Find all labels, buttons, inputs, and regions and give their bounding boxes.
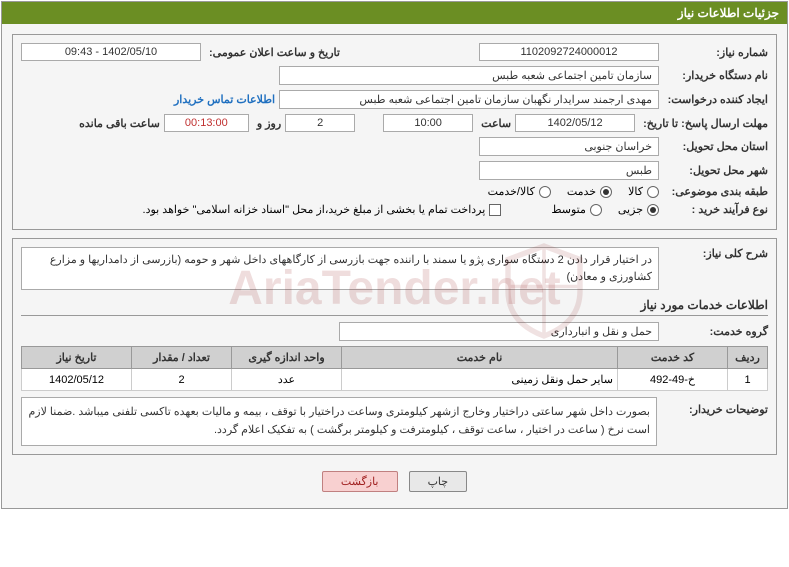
main-info-fieldset: شماره نیاز: 1102092724000012 تاریخ و ساع… (12, 34, 777, 230)
buyer-contact-link[interactable]: اطلاعات تماس خریدار (174, 93, 275, 106)
radio-service[interactable]: خدمت (567, 185, 612, 198)
radio-goods-service-icon (539, 186, 551, 198)
cell-code: خ-49-492 (618, 369, 728, 391)
deadline-date-value: 1402/05/12 (515, 114, 635, 132)
city-value: طبس (479, 161, 659, 180)
days-count-value: 2 (285, 114, 355, 132)
col-qty: تعداد / مقدار (132, 347, 232, 369)
process-type-label: نوع فرآیند خرید : (663, 203, 768, 216)
print-button[interactable]: چاپ (409, 471, 468, 492)
time-label: ساعت (477, 117, 511, 130)
islamic-treasury-label: پرداخت تمام یا بخشی از مبلغ خرید،از محل … (143, 203, 486, 216)
col-code: کد خدمت (618, 347, 728, 369)
checkbox-islamic-treasury[interactable]: پرداخت تمام یا بخشی از مبلغ خرید،از محل … (143, 203, 502, 216)
buyer-org-value: سازمان تامین اجتماعی شعبه طبس (279, 66, 659, 85)
cell-date: 1402/05/12 (22, 369, 132, 391)
cell-unit: عدد (232, 369, 342, 391)
services-table: ردیف کد خدمت نام خدمت واحد اندازه گیری ت… (21, 346, 768, 391)
deadline-time-value: 10:00 (383, 114, 473, 132)
subject-class-label: طبقه بندی موضوعی: (663, 185, 768, 198)
col-unit: واحد اندازه گیری (232, 347, 342, 369)
buyer-org-label: نام دستگاه خریدار: (663, 69, 768, 82)
radio-goods-service[interactable]: کالا/خدمت (488, 185, 551, 198)
service-group-value: حمل و نقل و انبارداری (339, 322, 659, 341)
need-number-label: شماره نیاز: (663, 46, 768, 59)
requester-label: ایجاد کننده درخواست: (663, 93, 768, 106)
radio-minor-icon (647, 204, 659, 216)
radio-goods-service-label: کالا/خدمت (488, 185, 535, 198)
table-header-row: ردیف کد خدمت نام خدمت واحد اندازه گیری ت… (22, 347, 768, 369)
button-row: چاپ بازگشت (12, 465, 777, 498)
need-desc-fieldset: شرح کلی نیاز: در اختیار قرار دادن 2 دستگ… (12, 238, 777, 455)
table-row: 1 خ-49-492 سایر حمل ونقل زمینی عدد 2 140… (22, 369, 768, 391)
radio-service-icon (600, 186, 612, 198)
radio-minor[interactable]: جزیی (618, 203, 659, 216)
deadline-label: مهلت ارسال پاسخ: تا تاریخ: (639, 117, 768, 130)
col-name: نام خدمت (342, 347, 618, 369)
services-info-title: اطلاعات خدمات مورد نیاز (21, 298, 768, 316)
radio-goods-icon (647, 186, 659, 198)
radio-goods[interactable]: کالا (628, 185, 659, 198)
page-header: جزئیات اطلاعات نیاز (2, 2, 787, 24)
cell-name: سایر حمل ونقل زمینی (342, 369, 618, 391)
requester-value: مهدی ارجمند سرایدار نگهبان سازمان تامین … (279, 90, 659, 109)
radio-goods-label: کالا (628, 185, 643, 198)
cell-qty: 2 (132, 369, 232, 391)
announce-datetime-label: تاریخ و ساعت اعلان عمومی: (205, 46, 340, 59)
province-label: استان محل تحویل: (663, 140, 768, 153)
need-number-value: 1102092724000012 (479, 43, 659, 61)
checkbox-icon (489, 204, 501, 216)
remaining-label: ساعت باقی مانده (75, 117, 160, 130)
radio-medium-label: متوسط (551, 203, 586, 216)
need-desc-value: در اختیار قرار دادن 2 دستگاه سواری پژو ی… (21, 247, 659, 290)
days-and-label: روز و (253, 117, 281, 130)
radio-medium[interactable]: متوسط (551, 203, 602, 216)
buyer-notes-label: توضیحات خریدار: (663, 397, 768, 416)
province-value: خراسان جنوبی (479, 137, 659, 156)
col-row: ردیف (728, 347, 768, 369)
back-button[interactable]: بازگشت (322, 471, 398, 492)
cell-row: 1 (728, 369, 768, 391)
radio-minor-label: جزیی (618, 203, 643, 216)
service-group-label: گروه خدمت: (663, 325, 768, 338)
col-date: تاریخ نیاز (22, 347, 132, 369)
radio-service-label: خدمت (567, 185, 596, 198)
city-label: شهر محل تحویل: (663, 164, 768, 177)
buyer-notes-value: بصورت داخل شهر ساعتی دراختیار وخارج ازشه… (21, 397, 657, 446)
announce-datetime-value: 1402/05/10 - 09:43 (21, 43, 201, 61)
page-title: جزئیات اطلاعات نیاز (678, 6, 779, 20)
remaining-duration-value: 00:13:00 (164, 114, 249, 132)
need-desc-label: شرح کلی نیاز: (663, 247, 768, 260)
radio-medium-icon (590, 204, 602, 216)
